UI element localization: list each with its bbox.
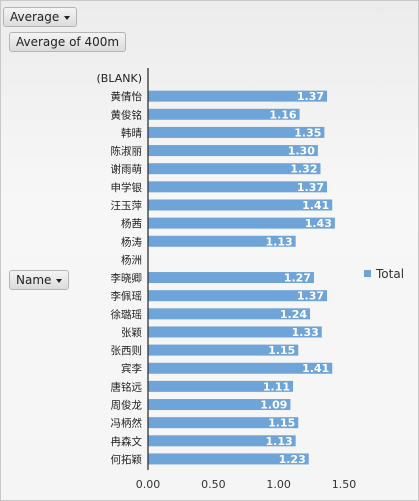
bar [148, 362, 333, 374]
category-label: 李晓卿 [111, 272, 143, 285]
x-tick-label: 0.00 [136, 478, 161, 491]
category-label: 杨洲 [121, 253, 142, 266]
data-label: 1.13 [266, 235, 293, 248]
data-label: 1.24 [280, 308, 307, 321]
category-label: 张西则 [111, 344, 143, 357]
bar [148, 380, 294, 392]
bar [148, 399, 291, 411]
bar [148, 453, 309, 465]
category-label: 周俊龙 [111, 399, 143, 412]
axis-field-button[interactable]: Name [9, 270, 70, 290]
bar [148, 326, 322, 338]
category-label: 汪玉萍 [111, 200, 143, 212]
category-label: 何拓颖 [111, 453, 143, 466]
data-label: 1.15 [268, 417, 295, 430]
category-label: 徐璐瑶 [111, 308, 143, 321]
category-label: 张颖 [121, 326, 142, 339]
data-label: 1.41 [302, 199, 329, 212]
data-field-button[interactable]: Average of 400m [9, 32, 127, 52]
data-label: 1.13 [266, 435, 293, 448]
bar [148, 163, 321, 175]
legend-label: Total [376, 267, 405, 281]
x-tick-label: 1.50 [332, 478, 357, 491]
bar [148, 126, 325, 138]
bar [148, 181, 328, 193]
category-label: 谢雨萌 [111, 163, 143, 176]
data-label: 1.35 [294, 126, 321, 139]
axis-field-label: Name [16, 273, 52, 287]
category-label: 申学银 [111, 181, 143, 194]
data-label: 1.11 [263, 380, 290, 393]
bar [148, 308, 311, 320]
value-field-button[interactable]: Average [3, 7, 78, 27]
x-tick-label: 0.50 [201, 478, 226, 491]
chevron-down-icon[interactable] [64, 15, 71, 20]
category-label: 冯柄然 [111, 417, 143, 430]
data-label: 1.33 [292, 326, 319, 339]
bar [148, 145, 318, 157]
category-label: 唐铭远 [111, 380, 143, 393]
legend: Total [364, 267, 404, 281]
legend-swatch [364, 270, 371, 277]
bar [148, 417, 299, 429]
data-label: 1.37 [297, 181, 324, 194]
chevron-down-icon[interactable] [56, 278, 63, 283]
data-label: 1.41 [302, 362, 329, 375]
category-label: 杨茜 [121, 217, 142, 230]
category-label: 冉森文 [111, 435, 143, 448]
data-label: 1.27 [284, 272, 311, 285]
data-label: 1.37 [297, 290, 324, 303]
bar [148, 344, 299, 356]
bar [148, 235, 296, 247]
bar [148, 217, 335, 229]
data-label: 1.16 [269, 108, 296, 121]
bar [148, 290, 328, 302]
category-label: 陈淑丽 [111, 145, 143, 158]
data-label: 1.30 [288, 145, 315, 158]
data-label: 1.09 [260, 399, 287, 412]
data-field-label: Average of 400m [16, 35, 120, 49]
data-label: 1.32 [290, 163, 317, 176]
category-label: (BLANK) [97, 72, 142, 85]
category-label: 黄俊铭 [111, 108, 143, 121]
bar [148, 199, 333, 211]
data-label: 1.37 [297, 90, 324, 103]
data-label: 1.15 [268, 344, 295, 357]
category-label: 李佩瑶 [111, 290, 143, 303]
category-label: 杨涛 [121, 235, 142, 248]
x-tick-label: 1.00 [266, 478, 291, 491]
category-label: 韩晴 [121, 126, 142, 139]
bar [148, 272, 314, 284]
value-field-label: Average [10, 10, 60, 24]
bar [148, 108, 300, 120]
category-label: 黄倩怡 [111, 90, 143, 103]
bar [148, 435, 296, 447]
category-label: 宾李 [121, 362, 142, 375]
data-label: 1.43 [305, 217, 332, 230]
bar [148, 90, 328, 102]
data-label: 1.23 [279, 453, 306, 466]
